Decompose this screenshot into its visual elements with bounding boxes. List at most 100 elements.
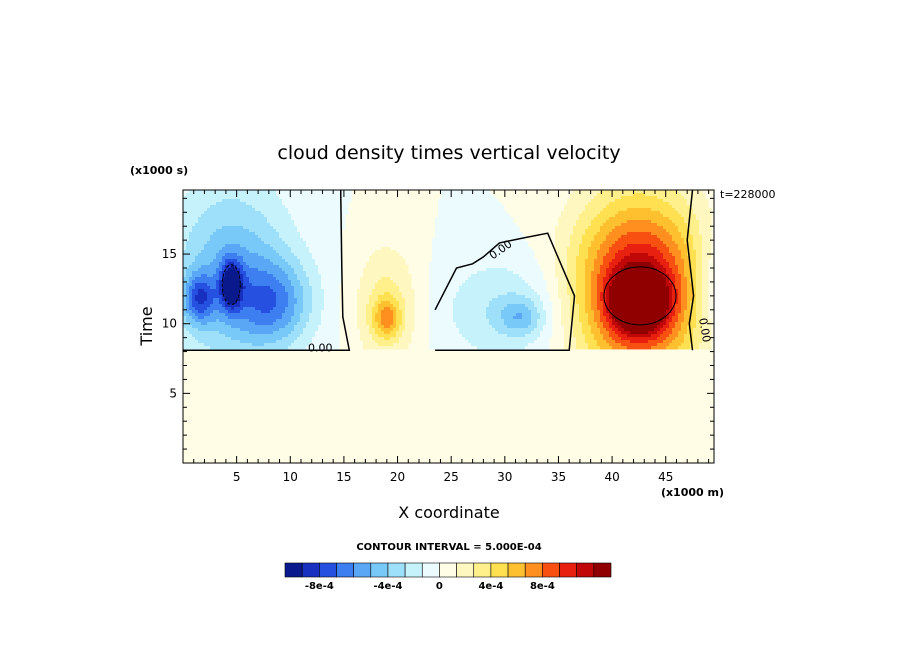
- field-cell: [471, 196, 475, 200]
- field-cell: [492, 232, 496, 236]
- field-cell: [273, 265, 277, 269]
- field-cell: [438, 274, 442, 278]
- field-cell: [255, 313, 259, 317]
- field-cell: [246, 211, 250, 215]
- field-cell: [324, 241, 328, 245]
- field-cell: [513, 304, 517, 308]
- field-cell: [363, 301, 367, 305]
- field-cell: [375, 253, 379, 257]
- field-cell: [312, 289, 316, 293]
- field-cell: [285, 259, 289, 263]
- field-cell: [381, 277, 385, 281]
- field-cell: [315, 322, 319, 326]
- field-cell: [198, 286, 202, 290]
- field-cell: [192, 250, 196, 254]
- field-cell: [363, 283, 367, 287]
- field-cell: [225, 310, 229, 314]
- field-cell: [246, 334, 250, 338]
- field-cell: [321, 280, 325, 284]
- field-cell: [282, 292, 286, 296]
- field-cell: [483, 238, 487, 242]
- field-cell: [246, 223, 250, 227]
- field-cell: [234, 319, 238, 323]
- field-cell: [195, 277, 199, 281]
- field-cell: [282, 241, 286, 245]
- field-cell: [243, 253, 247, 257]
- field-cell: [474, 295, 478, 299]
- field-cell: [294, 223, 298, 227]
- field-cell: [336, 307, 340, 311]
- field-cell: [357, 310, 361, 314]
- field-cell: [444, 334, 448, 338]
- field-cell: [255, 319, 259, 323]
- field-cell: [333, 244, 337, 248]
- field-cell: [303, 343, 307, 347]
- field-cell: [498, 208, 502, 212]
- field-cell: [447, 250, 451, 254]
- field-cell: [321, 208, 325, 212]
- field-cell: [273, 325, 277, 329]
- field-cell: [474, 223, 478, 227]
- field-cell: [450, 292, 454, 296]
- field-cell: [183, 346, 187, 350]
- field-cell: [378, 268, 382, 272]
- field-cell: [276, 193, 280, 197]
- field-cell: [255, 274, 259, 278]
- field-cell: [282, 208, 286, 212]
- field-cell: [513, 259, 517, 263]
- field-cell: [330, 334, 334, 338]
- field-cell: [195, 319, 199, 323]
- field-cell: [210, 274, 214, 278]
- field-cell: [489, 334, 493, 338]
- field-cell: [486, 286, 490, 290]
- field-cell: [513, 265, 517, 269]
- field-cell: [360, 286, 364, 290]
- field-cell: [429, 346, 433, 350]
- field-cell: [204, 208, 208, 212]
- field-cell: [297, 337, 301, 341]
- field-cell: [399, 265, 403, 269]
- field-cell: [258, 265, 262, 269]
- field-cell: [462, 298, 466, 302]
- field-cell: [531, 250, 535, 254]
- field-cell: [438, 346, 442, 350]
- field-cell: [237, 250, 241, 254]
- field-cell: [438, 259, 442, 263]
- field-cell: [198, 337, 202, 341]
- field-cell: [279, 319, 283, 323]
- field-cell: [513, 286, 517, 290]
- field-cell: [204, 190, 208, 194]
- field-cell: [489, 262, 493, 266]
- field-cell: [528, 280, 532, 284]
- field-cell: [510, 232, 514, 236]
- field-cell: [285, 274, 289, 278]
- field-cell: [468, 346, 472, 350]
- field-cell: [267, 235, 271, 239]
- field-cell: [390, 340, 394, 344]
- field-cell: [528, 325, 532, 329]
- field-cell: [273, 286, 277, 290]
- field-cell: [306, 271, 310, 275]
- field-cell: [300, 337, 304, 341]
- field-cell: [291, 292, 295, 296]
- field-cell: [405, 304, 409, 308]
- field-cell: [261, 328, 265, 332]
- field-cell: [441, 190, 445, 194]
- field-cell: [258, 256, 262, 260]
- field-cell: [516, 334, 520, 338]
- field-cell: [342, 196, 346, 200]
- field-cell: [321, 223, 325, 227]
- field-cell: [339, 271, 343, 275]
- field-cell: [339, 262, 343, 266]
- field-cell: [246, 199, 250, 203]
- field-cell: [453, 262, 457, 266]
- field-cell: [267, 193, 271, 197]
- field-cell: [243, 274, 247, 278]
- field-cell: [444, 316, 448, 320]
- field-cell: [513, 292, 517, 296]
- field-cell: [216, 346, 220, 350]
- field-cell: [288, 220, 292, 224]
- field-cell: [312, 208, 316, 212]
- field-cell: [480, 220, 484, 224]
- field-cell: [519, 271, 523, 275]
